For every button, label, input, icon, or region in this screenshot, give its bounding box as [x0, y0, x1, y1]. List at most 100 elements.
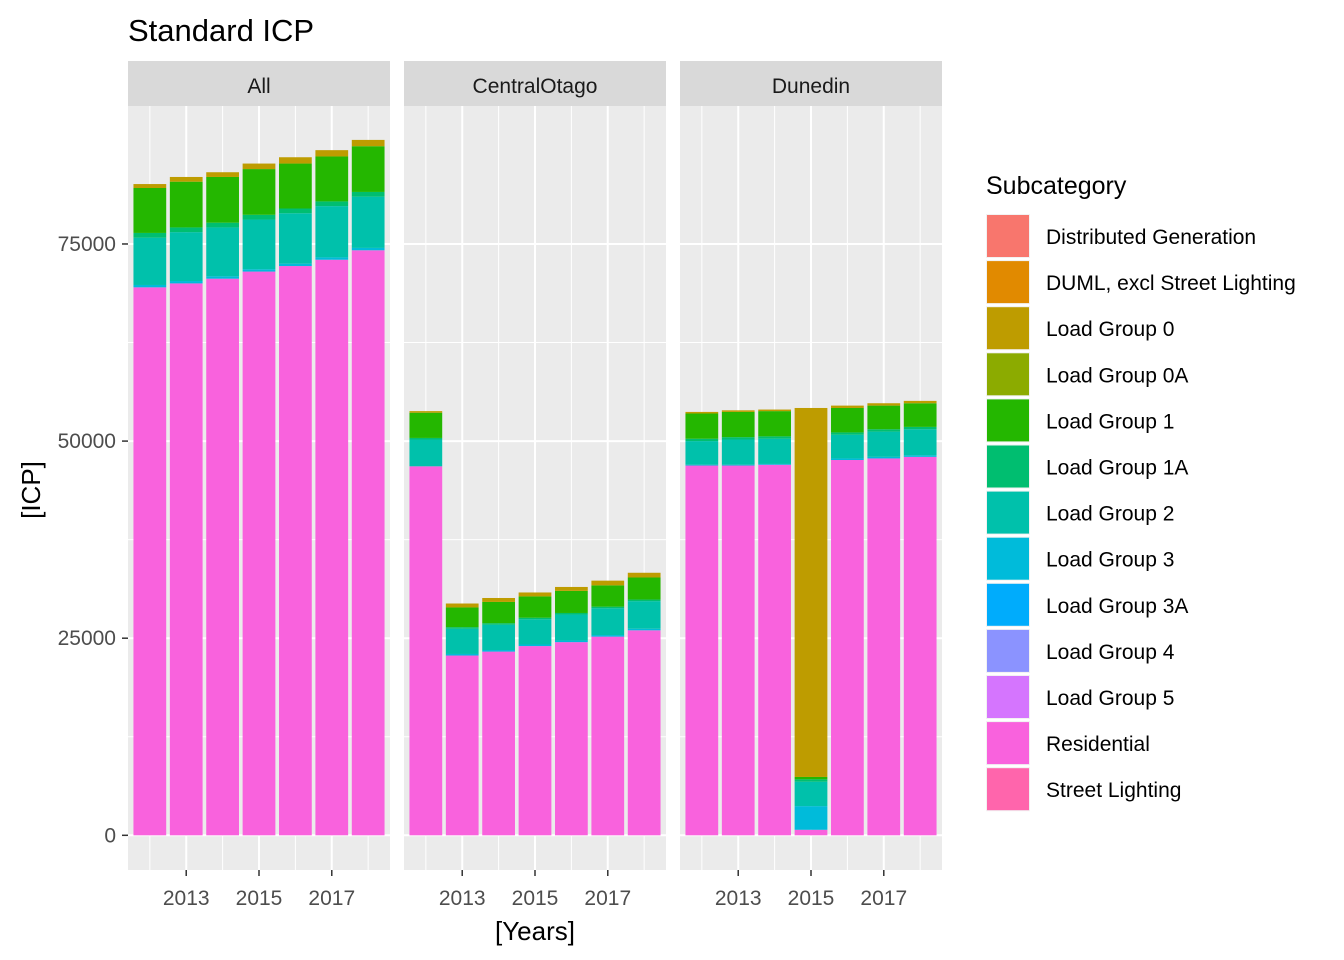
bar-dunedin-2012-load-group-2: [685, 441, 719, 465]
bar-centralotago-2016-load-group-2: [555, 614, 588, 641]
legend-item-load-group-5: Load Group 5: [986, 675, 1174, 719]
bar-all-2014-load-group-1a: [206, 222, 239, 228]
bar-dunedin-2016-load-group-1a: [831, 432, 864, 435]
legend-label: Residential: [1046, 733, 1150, 756]
legend-swatch: [987, 768, 1029, 811]
legend: Subcategory Distributed Generation DUML, …: [986, 172, 1296, 812]
legend-item-load-group-2: Load Group 2: [986, 490, 1174, 535]
bar-all-2014-residential: [206, 278, 239, 836]
bar-dunedin-2014-load-group-1a: [758, 436, 791, 439]
legend-swatch: [987, 629, 1029, 672]
bar-all-2014-load-group-3: [206, 276, 239, 279]
facet-strip: [404, 61, 666, 106]
bar-centralotago-2012-residential: [409, 466, 443, 836]
legend-label: Distributed Generation: [1046, 226, 1256, 249]
legend-swatch: [987, 583, 1029, 626]
bar-centralotago-2018-load-group-1a: [627, 599, 661, 602]
bar-dunedin-2016-load-group-0: [831, 405, 864, 408]
bar-dunedin-2013-load-group-2: [721, 439, 755, 465]
bar-centralotago-2017-load-group-0: [591, 580, 625, 586]
bar-all-2018-load-group-3: [351, 247, 385, 251]
x-axis-title: [Years]: [495, 916, 575, 946]
legend-swatch: [987, 353, 1029, 396]
bar-dunedin-2015-load-group-1a: [794, 779, 828, 782]
bar-centralotago-2017-residential: [591, 636, 625, 836]
bar-dunedin-2013-residential: [721, 465, 755, 836]
bar-centralotago-2013-load-group-1a: [445, 627, 479, 629]
bar-centralotago-2013-load-group-2: [445, 628, 479, 654]
legend-swatch: [987, 215, 1029, 257]
legend-item-load-group-0: Load Group 0: [986, 306, 1174, 351]
legend-item-load-group-1: Load Group 1: [986, 398, 1174, 443]
bar-all-2012-load-group-3: [133, 284, 167, 288]
legend-swatch: [987, 676, 1029, 718]
bar-dunedin-2012-load-group-3: [685, 464, 719, 466]
bar-all-2015-load-group-1: [242, 169, 276, 215]
bar-all-2015-residential: [242, 271, 276, 836]
bar-centralotago-2017-load-group-3: [591, 635, 625, 637]
bar-centralotago-2013-load-group-1: [445, 607, 479, 628]
bar-centralotago-2012-load-group-1: [409, 412, 443, 438]
legend-label: Load Group 1: [1046, 410, 1174, 433]
bar-dunedin-2016-load-group-3: [831, 458, 864, 461]
chart-title: Standard ICP: [128, 13, 314, 48]
bar-all-2017-load-group-2: [315, 206, 349, 258]
bar-centralotago-2018-load-group-2: [627, 601, 661, 629]
bar-all-2013-load-group-0: [169, 176, 203, 182]
facet-label-centralotago: CentralOtago: [473, 75, 598, 98]
bar-dunedin-2017-load-group-1a: [867, 429, 901, 432]
y-tick-label: 25000: [58, 627, 116, 650]
bar-dunedin-2017-load-group-3: [867, 456, 901, 459]
bar-centralotago-2016-load-group-1: [555, 590, 588, 613]
bar-all-2012-load-group-1a: [133, 232, 167, 238]
legend-label: Load Group 4: [1046, 641, 1175, 664]
bar-centralotago-2014-residential: [482, 651, 515, 836]
bar-dunedin-2014-load-group-0: [758, 409, 791, 412]
bar-dunedin-2017-load-group-2: [867, 431, 901, 457]
legend-swatch: [987, 399, 1029, 442]
bar-all-2015-load-group-0: [242, 163, 276, 170]
x-tick-label: 2015: [236, 887, 283, 910]
bar-dunedin-2016-residential: [831, 460, 864, 836]
legend-item-residential: Residential: [986, 721, 1150, 766]
x-tick-label: 2017: [308, 887, 355, 910]
y-tick-label: 75000: [58, 233, 116, 256]
bar-all-2012-load-group-1: [133, 187, 167, 233]
bar-all-2016-residential: [279, 266, 312, 836]
bar-centralotago-2012-load-group-1a: [409, 437, 443, 440]
bar-centralotago-2015-load-group-0: [518, 592, 552, 597]
x-tick-label: 2015: [788, 887, 835, 910]
bar-centralotago-2014-load-group-3: [482, 650, 515, 652]
bar-centralotago-2012-load-group-2: [409, 439, 443, 467]
x-tick-label: 2013: [439, 887, 486, 910]
bar-all-2012-load-group-0: [133, 184, 167, 188]
legend-swatch: [987, 537, 1029, 580]
bar-all-2017-load-group-0: [315, 150, 349, 157]
bar-centralotago-2016-load-group-0: [555, 586, 588, 591]
bar-dunedin-2017-residential: [867, 458, 901, 836]
bar-all-2013-load-group-1: [169, 181, 203, 228]
panel-all: All 2013 2015 2017: [128, 61, 390, 910]
bar-dunedin-2016-load-group-1: [831, 407, 864, 433]
legend-swatch: [987, 491, 1029, 534]
bar-dunedin-2018-residential: [903, 456, 937, 836]
bar-centralotago-2018-load-group-0: [627, 572, 661, 578]
bar-all-2017-residential: [315, 259, 349, 836]
bar-all-2016-load-group-1a: [279, 208, 312, 214]
legend-swatch: [987, 445, 1029, 488]
bar-all-2013-load-group-1a: [169, 227, 203, 233]
legend-label: Load Group 1A: [1046, 457, 1188, 480]
bar-centralotago-2015-load-group-3: [518, 644, 552, 647]
bar-dunedin-2018-load-group-3: [903, 455, 937, 457]
legend-label: Load Group 0A: [1046, 364, 1188, 387]
legend-label: DUML, excl Street Lighting: [1046, 272, 1296, 295]
y-axis-title: [ICP]: [16, 461, 46, 519]
bar-dunedin-2014-load-group-3: [758, 463, 791, 465]
bar-dunedin-2013-load-group-1a: [721, 437, 755, 440]
bar-all-2013-load-group-2: [169, 232, 203, 282]
bar-all-2018-load-group-0: [351, 139, 385, 147]
bar-centralotago-2018-residential: [627, 630, 661, 836]
bar-dunedin-2012-load-group-0: [685, 411, 719, 414]
bar-centralotago-2015-residential: [518, 646, 552, 836]
bar-all-2014-load-group-2: [206, 227, 239, 277]
